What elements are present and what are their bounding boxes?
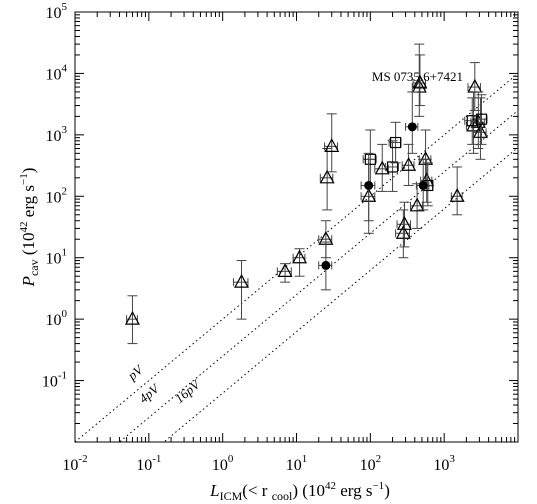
annotation: MS 0735.6+7421 bbox=[372, 69, 463, 84]
y-tick-label: 102 bbox=[46, 185, 68, 206]
triangle-marker bbox=[324, 138, 340, 152]
data-point-triangle bbox=[396, 201, 412, 248]
reference-line-label: 4pV bbox=[136, 380, 163, 406]
triangle-marker bbox=[395, 225, 411, 239]
reference-line bbox=[118, 110, 518, 442]
x-tick-label: 100 bbox=[212, 453, 234, 474]
data-point-triangle bbox=[374, 143, 390, 192]
triangle-marker bbox=[292, 249, 308, 264]
data-point-triangle bbox=[292, 248, 308, 277]
reference-line-label: 16pV bbox=[172, 376, 204, 406]
y-tick-label: 105 bbox=[46, 1, 68, 22]
triangle-marker bbox=[234, 273, 250, 288]
triangle-marker bbox=[409, 197, 425, 212]
triangle-marker bbox=[418, 151, 434, 165]
y-tick-label: 103 bbox=[46, 124, 68, 145]
data-point-triangle bbox=[449, 166, 465, 216]
triangle-marker bbox=[401, 156, 417, 171]
data-point-circle bbox=[405, 91, 419, 154]
circle-marker bbox=[364, 180, 374, 190]
data-point-circle bbox=[415, 158, 430, 211]
x-tick-label: 103 bbox=[433, 453, 455, 474]
circle-marker bbox=[321, 260, 331, 270]
y-tick-label: 101 bbox=[46, 247, 68, 268]
triangle-marker bbox=[277, 263, 293, 277]
data-point-triangle bbox=[324, 113, 340, 173]
data-point-triangle bbox=[276, 263, 293, 283]
data-point-square bbox=[474, 94, 488, 145]
triangle-marker bbox=[411, 78, 427, 93]
data-point-triangle bbox=[409, 183, 425, 229]
triangle-marker bbox=[412, 74, 428, 89]
reference-line bbox=[163, 147, 518, 442]
data-point-triangle bbox=[360, 158, 377, 234]
x-tick-label: 10-2 bbox=[62, 453, 87, 474]
data-point-circle bbox=[360, 152, 376, 222]
y-tick-label: 104 bbox=[46, 62, 68, 83]
data-point-triangle bbox=[412, 54, 428, 107]
circle-marker bbox=[407, 122, 417, 132]
data-point-square bbox=[388, 121, 402, 164]
triangle-marker bbox=[449, 188, 465, 202]
square-marker bbox=[364, 153, 376, 165]
y-tick-label: 10-1 bbox=[42, 370, 67, 391]
square-marker bbox=[466, 115, 478, 127]
square-marker bbox=[386, 161, 399, 173]
square-marker bbox=[390, 136, 402, 149]
axis-ticks bbox=[74, 12, 518, 443]
data-point-triangle bbox=[319, 147, 335, 211]
data-point-circle bbox=[318, 241, 333, 291]
circle-marker bbox=[418, 180, 428, 190]
data-points bbox=[124, 43, 488, 345]
chart-labels: 10-2 10-1 100 101 102 103 10-1 100 101 102 103 104 1… bbox=[42, 1, 463, 474]
square-marker bbox=[475, 113, 488, 125]
y-axis-title: Pcav (1042 erg s−1) bbox=[18, 168, 41, 288]
x-tick-label: 101 bbox=[286, 453, 308, 474]
y-tick-label: 100 bbox=[46, 308, 68, 329]
triangle-marker bbox=[472, 124, 488, 138]
triangle-marker bbox=[124, 310, 140, 325]
reference-line-label: pV bbox=[124, 361, 147, 384]
x-tick-label: 102 bbox=[360, 453, 382, 474]
data-point-triangle bbox=[395, 209, 411, 259]
triangle-marker bbox=[319, 169, 335, 184]
data-point-triangle bbox=[472, 97, 488, 160]
triangle-marker bbox=[396, 216, 412, 230]
data-point-triangle bbox=[401, 143, 417, 186]
data-point-triangle bbox=[467, 62, 483, 111]
data-point-square bbox=[384, 140, 399, 192]
data-point-triangle bbox=[124, 295, 140, 345]
x-tick-label: 10-1 bbox=[136, 453, 161, 474]
data-point-square bbox=[362, 129, 377, 186]
data-point-triangle bbox=[232, 260, 250, 320]
x-axis-title: LICM(< r cool) (1042 erg s−1) bbox=[209, 480, 390, 503]
